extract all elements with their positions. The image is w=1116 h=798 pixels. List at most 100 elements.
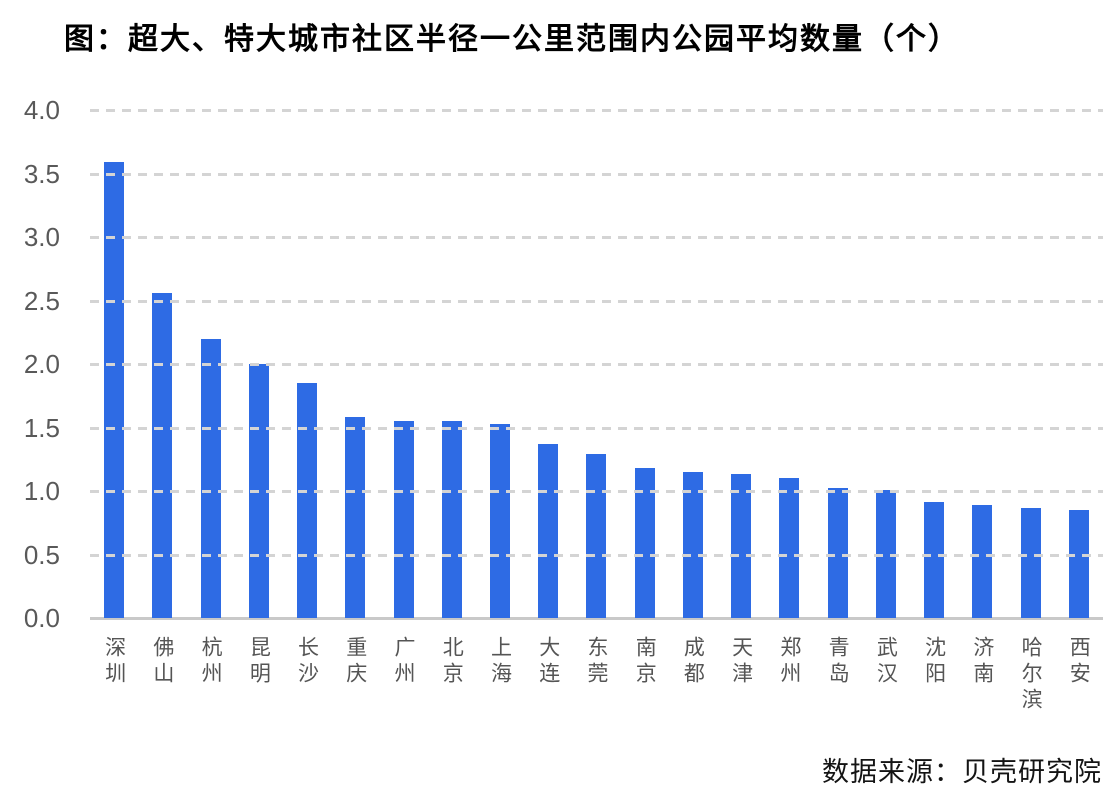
bar-沈阳 (924, 502, 945, 618)
x-axis-category-label: 深圳 (102, 636, 126, 688)
x-label-slot: 郑州 (765, 636, 813, 688)
bar-上海 (489, 424, 510, 618)
bar-slot (765, 110, 813, 618)
x-axis-category-label: 南京 (633, 636, 657, 688)
x-label-slot: 沈阳 (910, 636, 958, 688)
x-axis-category-label: 北京 (440, 636, 464, 688)
y-axis: 0.0 0.5 1.0 1.5 2.0 2.5 3.0 3.5 4.0 (0, 95, 78, 633)
source-note: 数据来源：贝壳研究院 (822, 757, 1102, 787)
bar-青岛 (827, 488, 848, 618)
x-axis-category-label: 重庆 (343, 636, 367, 688)
bar-slot (379, 110, 427, 618)
y-axis-tick-label: 2.0 (23, 349, 60, 379)
bar-slot (524, 110, 572, 618)
gridline-4.0 (90, 109, 1103, 112)
x-axis-baseline (90, 617, 1103, 620)
bar-南京 (634, 468, 655, 618)
x-label-slot: 重庆 (331, 636, 379, 688)
bar-成都 (682, 472, 703, 618)
x-label-slot: 杭州 (186, 636, 234, 688)
x-axis-category-label: 东莞 (584, 636, 608, 688)
x-label-slot: 上海 (476, 636, 524, 688)
bar-slot (814, 110, 862, 618)
bar-slot (717, 110, 765, 618)
x-axis-category-label: 西安 (1067, 636, 1091, 688)
bar-哈尔滨 (1020, 508, 1041, 618)
x-axis-category-label: 天津 (729, 636, 753, 688)
y-axis-tick-label: 3.0 (23, 222, 60, 252)
bar-重庆 (345, 417, 366, 618)
bar-slot (910, 110, 958, 618)
x-axis-category-label: 大连 (536, 636, 560, 688)
x-axis-category-label: 广州 (392, 636, 416, 688)
y-axis-tick-label: 4.0 (23, 95, 60, 125)
x-label-slot: 哈尔滨 (1006, 636, 1054, 714)
y-axis-tick-label: 1.5 (23, 412, 60, 443)
gridline-1.0 (90, 490, 1103, 493)
x-label-slot: 昆明 (235, 636, 283, 688)
bar-slot (90, 110, 138, 618)
x-axis-category-label: 成都 (681, 636, 705, 688)
x-axis-category-label: 长沙 (295, 636, 319, 688)
bar-slot (669, 110, 717, 618)
x-axis-category-label: 武汉 (874, 636, 898, 688)
bar-东莞 (586, 454, 607, 618)
bar-slot (138, 110, 186, 618)
x-axis-category-label: 郑州 (777, 636, 801, 688)
bar-slot (572, 110, 620, 618)
bar-广州 (393, 421, 414, 618)
plot-area (90, 109, 1103, 620)
x-label-slot: 青岛 (814, 636, 862, 688)
bar-西安 (1068, 510, 1089, 618)
y-axis-tick-label: 1.0 (23, 476, 60, 506)
x-label-slot: 天津 (717, 636, 765, 688)
bar-佛山 (152, 293, 173, 618)
bar-济南 (972, 505, 993, 618)
bar-slot (958, 110, 1006, 618)
gridline-2.0 (90, 363, 1103, 366)
bar-slot (476, 110, 524, 618)
x-label-slot: 南京 (621, 636, 669, 688)
x-axis-category-label: 哈尔滨 (1019, 636, 1043, 714)
bar-slot (283, 110, 331, 618)
x-axis-category-label: 杭州 (199, 636, 223, 688)
bar-深圳 (104, 162, 125, 618)
x-axis-category-label: 青岛 (826, 636, 850, 688)
x-label-slot: 北京 (428, 636, 476, 688)
bars-group (90, 110, 1103, 618)
bar-长沙 (297, 383, 318, 618)
gridline-2.5 (90, 299, 1103, 303)
bar-slot (186, 110, 234, 618)
gridline-3.5 (90, 172, 1103, 176)
gridline-0.5 (90, 553, 1103, 557)
bar-slot (428, 110, 476, 618)
bar-天津 (731, 474, 752, 618)
gridline-3.0 (90, 236, 1103, 239)
x-label-slot: 济南 (958, 636, 1006, 688)
x-label-slot: 广州 (379, 636, 427, 688)
x-axis-category-label: 佛山 (150, 636, 174, 688)
x-label-slot: 大连 (524, 636, 572, 688)
bar-杭州 (200, 339, 221, 618)
chart-title: 图：超大、特大城市社区半径一公里范围内公园平均数量（个） (64, 23, 960, 56)
x-axis: 深圳 佛山 杭州 昆明 长沙 重庆 广州 北京 上海 大连 东莞 南京 成都 天津 郑州 青岛 武汉 沈阳 济南 哈尔… (90, 636, 1103, 714)
y-axis-tick-label: 0.5 (23, 539, 60, 570)
x-label-slot: 深圳 (90, 636, 138, 688)
x-label-slot: 成都 (669, 636, 717, 688)
gridline-1.5 (90, 426, 1103, 430)
y-axis-tick-label: 2.5 (23, 285, 60, 316)
x-axis-category-label: 上海 (488, 636, 512, 688)
bar-slot (621, 110, 669, 618)
bar-slot (331, 110, 379, 618)
x-label-slot: 东莞 (572, 636, 620, 688)
x-axis-category-label: 济南 (970, 636, 994, 688)
y-axis-tick-label: 0.0 (23, 603, 60, 633)
bar-大连 (538, 444, 559, 618)
bar-北京 (441, 421, 462, 618)
x-label-slot: 佛山 (138, 636, 186, 688)
bar-slot (1055, 110, 1103, 618)
x-label-slot: 长沙 (283, 636, 331, 688)
x-label-slot: 西安 (1055, 636, 1103, 688)
bar-郑州 (779, 478, 800, 618)
y-axis-tick-label: 3.5 (23, 158, 60, 189)
